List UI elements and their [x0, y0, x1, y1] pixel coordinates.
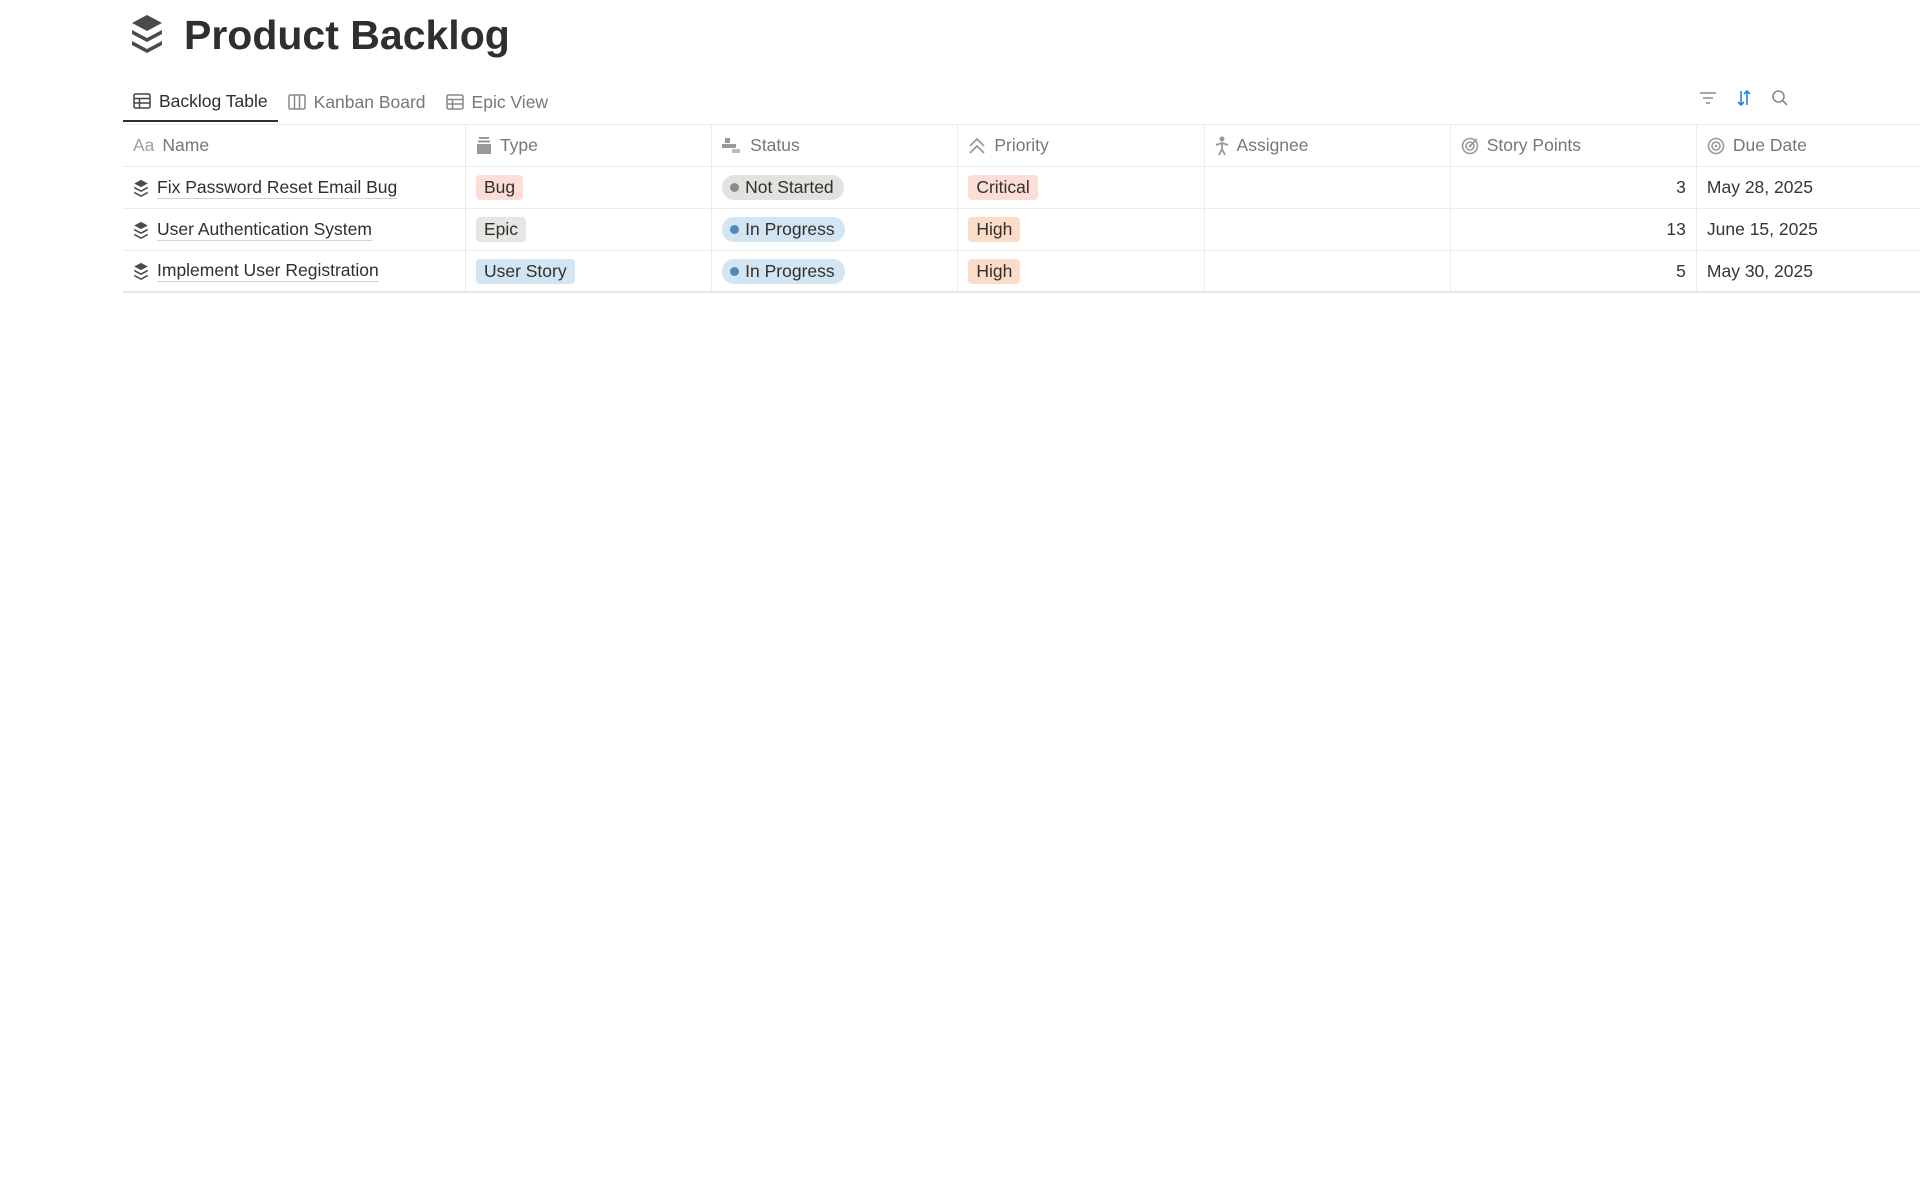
due-date-value: May 28, 2025 [1706, 177, 1813, 197]
status-cell[interactable]: Not Started [712, 167, 959, 208]
layers-icon [130, 13, 164, 58]
due-date-cell[interactable]: May 28, 2025 [1697, 167, 1920, 208]
priority-cell[interactable]: High [958, 251, 1205, 291]
story-points-value: 5 [1676, 260, 1686, 281]
tab-label: Epic View [471, 91, 549, 112]
target-icon [1707, 137, 1725, 154]
column-header-priority[interactable]: Priority [958, 125, 1205, 166]
column-header-story-points[interactable]: Story Points [1451, 125, 1697, 166]
table-row[interactable]: Fix Password Reset Email Bug Bug Not Sta… [123, 167, 1920, 209]
assignee-cell[interactable] [1205, 209, 1451, 250]
column-label: Assignee [1236, 135, 1309, 155]
story-points-value: 13 [1666, 219, 1686, 239]
status-dot [730, 183, 740, 192]
status-cell[interactable]: In Progress [712, 209, 959, 250]
column-header-status[interactable]: Status [712, 125, 959, 166]
page-title: Product Backlog [184, 12, 510, 58]
status-label: Not Started [745, 177, 834, 197]
priority-tag: High [968, 258, 1021, 284]
item-name[interactable]: User Authentication System [157, 218, 372, 241]
view-toolbar [1697, 86, 1791, 110]
backlog-table: Aa Name Type Status Priority Assignee Sto… [123, 124, 1920, 293]
status-badge: In Progress [722, 217, 845, 242]
due-date-cell[interactable]: May 30, 2025 [1697, 251, 1920, 291]
type-cell[interactable]: Epic [466, 209, 713, 250]
due-date-value: June 15, 2025 [1706, 219, 1818, 239]
status-label: In Progress [745, 260, 835, 281]
search-icon[interactable] [1769, 86, 1791, 110]
status-dot [730, 225, 740, 234]
table-row[interactable]: User Authentication System Epic In Progr… [123, 209, 1920, 251]
due-date-cell[interactable]: June 15, 2025 [1697, 209, 1920, 250]
select-icon [476, 136, 491, 154]
priority-tag: Critical [968, 175, 1038, 200]
board-icon [287, 94, 306, 110]
due-date-value: May 30, 2025 [1706, 260, 1813, 281]
item-name[interactable]: Implement User Registration [157, 260, 379, 282]
table-icon [133, 93, 151, 109]
sort-icon[interactable] [1733, 86, 1755, 110]
column-label: Due Date [1732, 135, 1807, 155]
story-points-cell[interactable]: 5 [1451, 251, 1697, 291]
name-cell[interactable]: Implement User Registration [123, 251, 466, 291]
story-points-cell[interactable]: 13 [1451, 209, 1697, 250]
layers-icon [134, 179, 148, 197]
column-label: Story Points [1486, 135, 1582, 155]
status-cell[interactable]: In Progress [712, 251, 959, 291]
status-badge: Not Started [722, 175, 844, 200]
tab-label: Kanban Board [313, 91, 426, 112]
type-tag: Epic [475, 217, 526, 242]
view-tabs: Backlog Table Kanban Board Epic View [123, 82, 558, 124]
name-cell[interactable]: User Authentication System [123, 209, 466, 250]
name-cell[interactable]: Fix Password Reset Email Bug [123, 167, 466, 208]
priority-cell[interactable]: High [958, 209, 1205, 250]
person-icon [1215, 136, 1228, 155]
tab-epic-view[interactable]: Epic View [436, 82, 559, 122]
column-header-name[interactable]: Aa Name [123, 125, 466, 166]
type-cell[interactable]: User Story [466, 251, 713, 291]
target-icon [1461, 137, 1479, 154]
priority-tag: High [968, 217, 1021, 242]
column-header-assignee[interactable]: Assignee [1205, 125, 1451, 166]
column-label: Type [499, 135, 538, 155]
table-header: Aa Name Type Status Priority Assignee Sto… [123, 125, 1920, 167]
status-label: In Progress [745, 219, 835, 239]
table-row[interactable]: Implement User Registration User Story I… [123, 251, 1920, 293]
assignee-cell[interactable] [1205, 251, 1451, 291]
column-label: Name [162, 135, 210, 155]
column-header-type[interactable]: Type [466, 125, 713, 166]
layers-icon [134, 221, 148, 239]
type-cell[interactable]: Bug [466, 167, 713, 208]
table-icon [445, 94, 464, 110]
status-badge: In Progress [722, 258, 845, 284]
assignee-cell[interactable] [1205, 167, 1451, 208]
filter-icon[interactable] [1697, 86, 1719, 110]
column-label: Priority [994, 135, 1049, 155]
tab-label: Backlog Table [159, 90, 268, 111]
priority-cell[interactable]: Critical [958, 167, 1205, 208]
layers-icon [134, 262, 148, 280]
type-tag: Bug [475, 175, 524, 200]
tab-kanban-board[interactable]: Kanban Board [278, 82, 436, 122]
text-icon: Aa [133, 135, 155, 155]
column-header-due-date[interactable]: Due Date [1697, 125, 1920, 166]
column-label: Status [750, 135, 800, 155]
page-header: Product Backlog [130, 12, 510, 59]
chevrons-up-icon [969, 137, 985, 154]
tab-backlog-table[interactable]: Backlog Table [123, 82, 278, 122]
type-tag: User Story [475, 258, 575, 284]
item-name[interactable]: Fix Password Reset Email Bug [157, 176, 398, 199]
status-dot [730, 266, 740, 276]
story-points-cell[interactable]: 3 [1451, 167, 1697, 208]
status-icon [722, 137, 741, 153]
story-points-value: 3 [1676, 177, 1686, 197]
